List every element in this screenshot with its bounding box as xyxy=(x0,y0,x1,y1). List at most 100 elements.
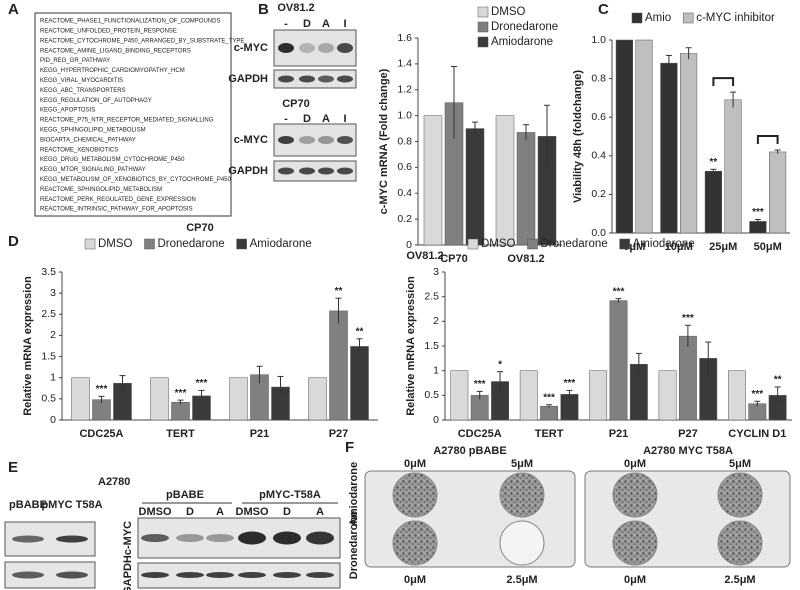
x-tick-label: 25μM xyxy=(709,241,737,253)
pathway-name: KEGG_MTOR_SIGNALING_PATHWAY xyxy=(40,167,146,173)
legend-swatch xyxy=(631,12,643,24)
lane-label: DMSO xyxy=(236,506,269,518)
dose-label: 5μM xyxy=(729,458,751,470)
pathway-name: KEGG_HYPERTROPHIC_CARDIOMYOPATHY_HCM xyxy=(40,68,185,74)
y-tick-label: 0 xyxy=(50,414,56,426)
bar xyxy=(658,370,677,421)
y-tick-label: 0.0 xyxy=(591,227,606,239)
bar xyxy=(150,377,169,421)
dose-label: 0μM xyxy=(404,574,426,586)
legend-swatch xyxy=(236,238,247,250)
y-tick-label: 3 xyxy=(433,266,439,278)
row-label: GAPDH xyxy=(228,165,268,177)
lane-label: D xyxy=(303,18,311,30)
lane-label: - xyxy=(284,18,288,30)
band xyxy=(206,572,234,578)
plate-title: A2780 MYC T58A xyxy=(643,445,733,457)
significance: * xyxy=(498,359,502,370)
pathway-name: REACTOME_P75_NTR_RECEPTOR_MEDIATED_SIGNA… xyxy=(40,118,214,124)
band xyxy=(306,572,334,578)
legend-label: Dronedarone xyxy=(491,21,558,33)
bar xyxy=(423,115,443,246)
well xyxy=(612,472,658,518)
legend-label: Amiodarone xyxy=(633,238,695,250)
lane-label: A xyxy=(316,506,324,518)
y-tick-label: 1.2 xyxy=(397,84,412,96)
row-label: c-MYC xyxy=(234,134,268,146)
band xyxy=(141,572,169,578)
well xyxy=(717,520,763,566)
bar xyxy=(724,99,742,234)
significance: *** xyxy=(752,207,764,218)
legend-swatch xyxy=(477,6,489,18)
band xyxy=(299,136,315,144)
band xyxy=(12,571,44,579)
legend-swatch xyxy=(619,238,630,250)
y-tick-label: 1 xyxy=(433,364,439,376)
significance: *** xyxy=(613,286,625,297)
band xyxy=(141,534,169,542)
band xyxy=(299,43,315,53)
x-tick-label: CP70 xyxy=(440,253,468,265)
panel-label: B xyxy=(258,1,269,18)
dose-label: 0μM xyxy=(624,574,646,586)
pathway-name: REACTOME_PERK_REGULATED_GENE_EXPRESSION xyxy=(40,197,196,203)
band xyxy=(337,136,353,144)
y-tick-label: 0.5 xyxy=(424,389,439,401)
bar xyxy=(519,370,538,421)
row-label: GAPDH xyxy=(228,73,268,85)
lane-label: A xyxy=(322,113,330,125)
y-tick-label: 1.0 xyxy=(591,34,606,46)
legend-swatch xyxy=(527,238,538,250)
x-tick-label: OV81.2 xyxy=(507,253,544,265)
band xyxy=(56,535,88,543)
band xyxy=(318,136,334,144)
band xyxy=(176,572,204,578)
legend-label: Dronedarone xyxy=(158,238,225,250)
band xyxy=(273,531,301,545)
legend-swatch xyxy=(467,238,479,250)
bar xyxy=(609,300,628,421)
cell-line: A2780 xyxy=(98,476,130,488)
pathway-name: KEGG_SPHINGOLIPID_METABOLISM xyxy=(40,127,146,133)
x-tick-label: P21 xyxy=(250,428,270,440)
lane-label: D xyxy=(186,506,194,518)
pathway-name: REACTOME_INTRINSIC_PATHWAY_FOR_APOPTOSIS xyxy=(40,207,193,213)
legend-label: Amiodarone xyxy=(491,36,553,48)
bar xyxy=(329,310,348,421)
lane-label: I xyxy=(343,113,346,125)
y-tick-label: 2 xyxy=(433,315,439,327)
significance: ** xyxy=(335,286,343,297)
pathway-name: KEGG_METABOLISM_OF_XENOBIOTICS_BY_CYTOCH… xyxy=(40,177,231,183)
lane-label: pMYC T58A xyxy=(41,499,102,511)
significance: *** xyxy=(751,389,763,400)
significance: *** xyxy=(543,392,555,403)
pathway-name: REACTOME_PHASE1_FUNCTIONALIZATION_OF_COM… xyxy=(40,19,220,25)
y-tick-label: 1.5 xyxy=(424,340,439,352)
significance: *** xyxy=(682,313,694,324)
bar xyxy=(71,377,90,421)
lane-label: A xyxy=(322,18,330,30)
band xyxy=(12,535,44,543)
pathway-name: REACTOME_UNFOLDED_PROTEIN_RESPONSE xyxy=(40,28,177,34)
legend-label: c-MYC inhibitor xyxy=(696,12,775,24)
legend-label: Amio xyxy=(645,12,671,24)
y-tick-label: 1.4 xyxy=(397,58,412,70)
bar xyxy=(495,115,515,246)
x-tick-label: CDC25A xyxy=(79,428,123,440)
comparison-bracket xyxy=(712,77,735,87)
pathway-box xyxy=(34,12,232,217)
band xyxy=(337,167,353,175)
x-tick-label: P27 xyxy=(329,428,349,440)
band xyxy=(176,534,204,542)
bar xyxy=(680,53,698,234)
x-tick-label: 50μM xyxy=(754,241,782,253)
lane-label: DMSO xyxy=(139,506,172,518)
y-tick-label: 0.2 xyxy=(397,213,412,225)
legend-swatch xyxy=(682,12,694,24)
y-tick-label: 2.5 xyxy=(41,308,56,320)
significance: *** xyxy=(474,379,486,390)
pathway-name: BIOCARTA_CHEMICAL_PATHWAY xyxy=(40,137,136,143)
band xyxy=(306,531,334,545)
legend-label: Dronedarone xyxy=(541,238,608,250)
